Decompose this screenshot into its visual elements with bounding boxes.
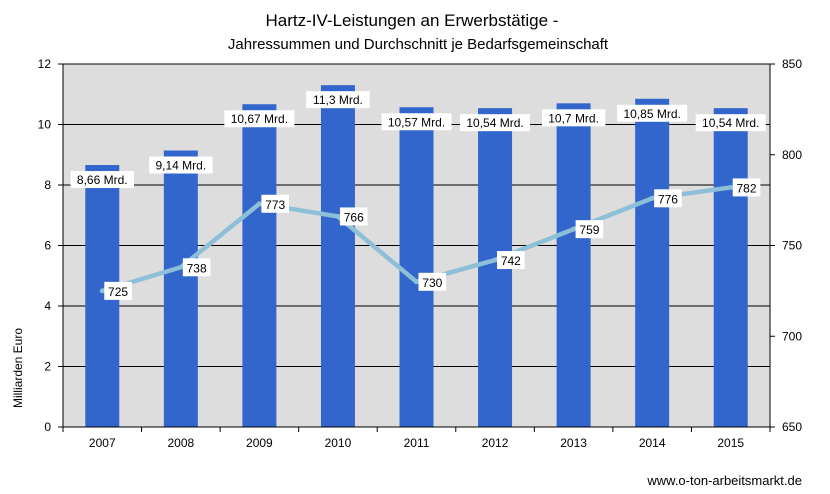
y-tick-label: 8 (44, 178, 51, 192)
line-label-box (497, 251, 525, 270)
line-point (728, 184, 734, 190)
bar (556, 103, 591, 427)
x-tick-label: 2007 (89, 436, 116, 450)
line-point (99, 288, 105, 294)
bar (713, 108, 748, 427)
x-tick-label: 2009 (246, 436, 273, 450)
line-point (492, 257, 498, 263)
y-axis-label: Milliarden Euro (11, 328, 25, 408)
bar-label-box (224, 110, 295, 128)
bar-label-box (541, 109, 606, 127)
x-tick-label: 2008 (167, 436, 194, 450)
bar-label-box (70, 171, 134, 189)
x-tick-label: 2013 (560, 436, 587, 450)
bar-data-label: 11,3 Mrd. (313, 93, 363, 107)
y-tick-label: 4 (44, 299, 51, 313)
line-label-box (261, 194, 289, 213)
line-label-box (732, 178, 761, 197)
line-point (256, 201, 262, 207)
line-data-label: 766 (344, 210, 364, 224)
line-data-label: 725 (108, 285, 128, 299)
line-label-box (104, 281, 132, 300)
line-point (649, 195, 655, 201)
line-point (335, 213, 341, 219)
source-text: www.o-ton-arbeitsmarkt.de (646, 473, 802, 488)
line-data-label: 773 (265, 198, 285, 212)
y2-tick-label: 800 (782, 148, 802, 162)
chart-subtitle: Jahressummen und Durchschnitt je Bedarfs… (228, 36, 609, 53)
line-point (571, 226, 577, 232)
line-label-box (339, 207, 368, 226)
plot-area: 0 2 4 6 8 10 12 650 700 750 800 850 2007 2008 2009 2010… (38, 57, 803, 450)
y-tick-label: 6 (44, 239, 51, 253)
line-point (178, 264, 184, 270)
chart-title: Hartz-IV-Leistungen an Erwerbstätige - (266, 11, 559, 30)
line-data-label: 742 (501, 254, 521, 268)
bar-data-label: 10,54 Mrd. (466, 116, 523, 130)
y2-tick-label: 700 (782, 329, 802, 343)
line-data-label: 730 (422, 276, 442, 290)
bar-data-label: 9,14 Mrd. (155, 159, 206, 173)
bar-data-label: 10,85 Mrd. (623, 107, 680, 121)
line-label-box (418, 272, 447, 291)
line-label-box (182, 258, 211, 277)
y-tick-label: 0 (44, 420, 51, 434)
x-tick-label: 2011 (404, 436, 430, 450)
y2-tick-label: 750 (782, 239, 802, 253)
bar-label-box (149, 156, 213, 174)
y2-tick-label: 650 (782, 420, 802, 434)
line-data-label: 759 (579, 223, 599, 237)
x-tick-label: 2010 (325, 436, 352, 450)
bar-label-box (460, 114, 531, 132)
x-tick-label: 2014 (639, 436, 666, 450)
bar-data-label: 10,7 Mrd. (548, 111, 599, 125)
y-tick-label: 2 (44, 360, 51, 374)
y-tick-label: 10 (38, 118, 52, 132)
line-point (414, 279, 419, 285)
line-data-label: 738 (187, 261, 207, 275)
y2-tick-label: 850 (782, 57, 802, 71)
line-label-box (575, 220, 604, 239)
x-tick-label: 2012 (482, 436, 509, 450)
bar-label-box (695, 114, 766, 132)
bar (242, 104, 277, 428)
bar-data-label: 8,66 Mrd. (77, 173, 128, 187)
bar-data-label: 10,57 Mrd. (388, 115, 445, 129)
bar (163, 150, 198, 427)
bar-label-box (381, 113, 452, 131)
y-tick-label: 12 (38, 57, 52, 71)
x-tick-label: 2015 (717, 436, 744, 450)
bar-label-box (617, 104, 688, 122)
bar (320, 85, 355, 428)
bar-label-box (306, 91, 370, 109)
line-data-label: 776 (658, 192, 678, 206)
bar-data-label: 10,54 Mrd. (702, 116, 759, 130)
bar (635, 98, 670, 427)
bar-data-label: 10,67 Mrd. (231, 112, 288, 126)
bar (399, 107, 434, 427)
line-label-box (654, 189, 682, 208)
line-data-label: 782 (737, 181, 757, 195)
